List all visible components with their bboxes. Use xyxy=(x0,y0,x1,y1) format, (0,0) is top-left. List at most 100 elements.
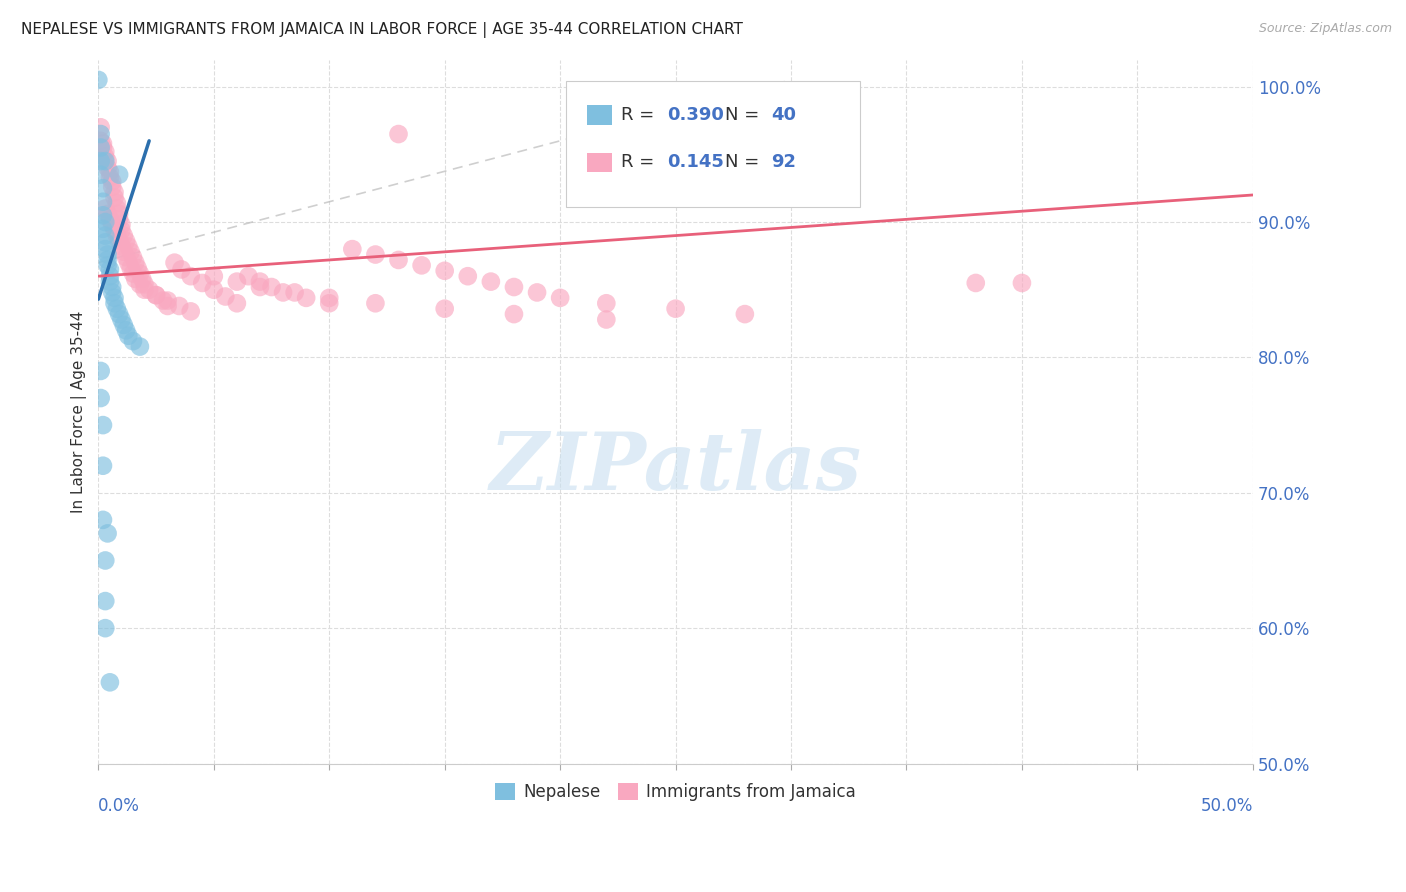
Point xyxy=(90,134,112,148)
Point xyxy=(138,283,160,297)
Point xyxy=(595,312,617,326)
Text: NEPALESE VS IMMIGRANTS FROM JAMAICA IN LABOR FORCE | AGE 35-44 CORRELATION CHART: NEPALESE VS IMMIGRANTS FROM JAMAICA IN L… xyxy=(21,22,742,38)
Point xyxy=(117,239,139,253)
Point xyxy=(94,553,117,567)
Point xyxy=(101,280,124,294)
Point xyxy=(548,291,571,305)
Point xyxy=(98,262,121,277)
Point xyxy=(271,285,294,300)
Point xyxy=(167,299,190,313)
Text: N =: N = xyxy=(725,105,759,123)
Point xyxy=(105,301,128,316)
Point xyxy=(129,340,152,354)
Point xyxy=(134,277,156,292)
Point xyxy=(110,223,132,237)
Point xyxy=(94,594,117,608)
Text: ZIPatlas: ZIPatlas xyxy=(489,429,862,507)
Point xyxy=(91,208,114,222)
Point xyxy=(110,218,132,232)
Point xyxy=(98,165,121,179)
Point xyxy=(145,288,167,302)
Point xyxy=(122,250,145,264)
Point xyxy=(249,275,271,289)
Point xyxy=(129,277,152,292)
Point xyxy=(97,154,120,169)
Point xyxy=(225,275,247,289)
FancyBboxPatch shape xyxy=(586,105,612,125)
Point xyxy=(411,258,433,272)
FancyBboxPatch shape xyxy=(567,80,860,208)
Point xyxy=(103,186,125,200)
Point xyxy=(124,255,146,269)
Point xyxy=(295,291,318,305)
Point xyxy=(318,291,340,305)
Point xyxy=(91,222,114,236)
Point xyxy=(202,269,225,284)
Point xyxy=(90,140,112,154)
Point xyxy=(98,269,121,284)
Point xyxy=(134,283,156,297)
Point xyxy=(94,145,117,159)
Point xyxy=(91,140,114,154)
Point xyxy=(152,293,174,308)
Point xyxy=(238,269,260,284)
Point xyxy=(103,296,125,310)
FancyBboxPatch shape xyxy=(586,153,612,172)
Point xyxy=(120,261,142,276)
Point xyxy=(503,280,526,294)
Point xyxy=(122,334,145,348)
Point xyxy=(91,418,114,433)
Text: 0.390: 0.390 xyxy=(668,105,724,123)
Point xyxy=(98,275,121,289)
Point xyxy=(191,276,214,290)
Point xyxy=(117,328,139,343)
Point xyxy=(101,285,124,300)
Point xyxy=(91,181,114,195)
Point xyxy=(90,364,112,378)
Point xyxy=(1011,276,1033,290)
Point xyxy=(163,255,186,269)
Point xyxy=(115,323,138,337)
Point xyxy=(170,262,193,277)
Point xyxy=(97,161,120,175)
Point xyxy=(101,174,124,188)
Point xyxy=(105,202,128,216)
Point xyxy=(91,194,114,209)
Y-axis label: In Labor Force | Age 35-44: In Labor Force | Age 35-44 xyxy=(72,310,87,513)
Point xyxy=(145,288,167,302)
Text: 40: 40 xyxy=(772,105,796,123)
Point xyxy=(91,136,114,151)
Point xyxy=(94,215,117,229)
Text: N =: N = xyxy=(725,153,759,170)
Point xyxy=(97,207,120,221)
Point xyxy=(97,247,120,261)
Text: 0.0%: 0.0% xyxy=(98,797,141,815)
Point xyxy=(318,296,340,310)
Point xyxy=(101,218,124,232)
Point xyxy=(115,234,138,248)
Point xyxy=(112,244,135,259)
Point xyxy=(214,289,236,303)
Point xyxy=(90,154,112,169)
Point xyxy=(665,301,688,316)
Point xyxy=(112,318,135,332)
Point xyxy=(260,280,283,294)
Point xyxy=(90,120,112,135)
Point xyxy=(94,621,117,635)
Point xyxy=(94,235,117,250)
Point xyxy=(97,252,120,267)
Point xyxy=(97,258,120,272)
Point xyxy=(503,307,526,321)
Point xyxy=(364,296,387,310)
Text: R =: R = xyxy=(621,105,655,123)
Point xyxy=(110,239,132,253)
Point xyxy=(129,267,152,281)
Point xyxy=(94,154,117,169)
Point xyxy=(433,264,456,278)
Point xyxy=(115,250,138,264)
Point xyxy=(103,223,125,237)
Point xyxy=(91,458,114,473)
Point xyxy=(526,285,548,300)
Point xyxy=(98,212,121,227)
Point xyxy=(94,228,117,243)
